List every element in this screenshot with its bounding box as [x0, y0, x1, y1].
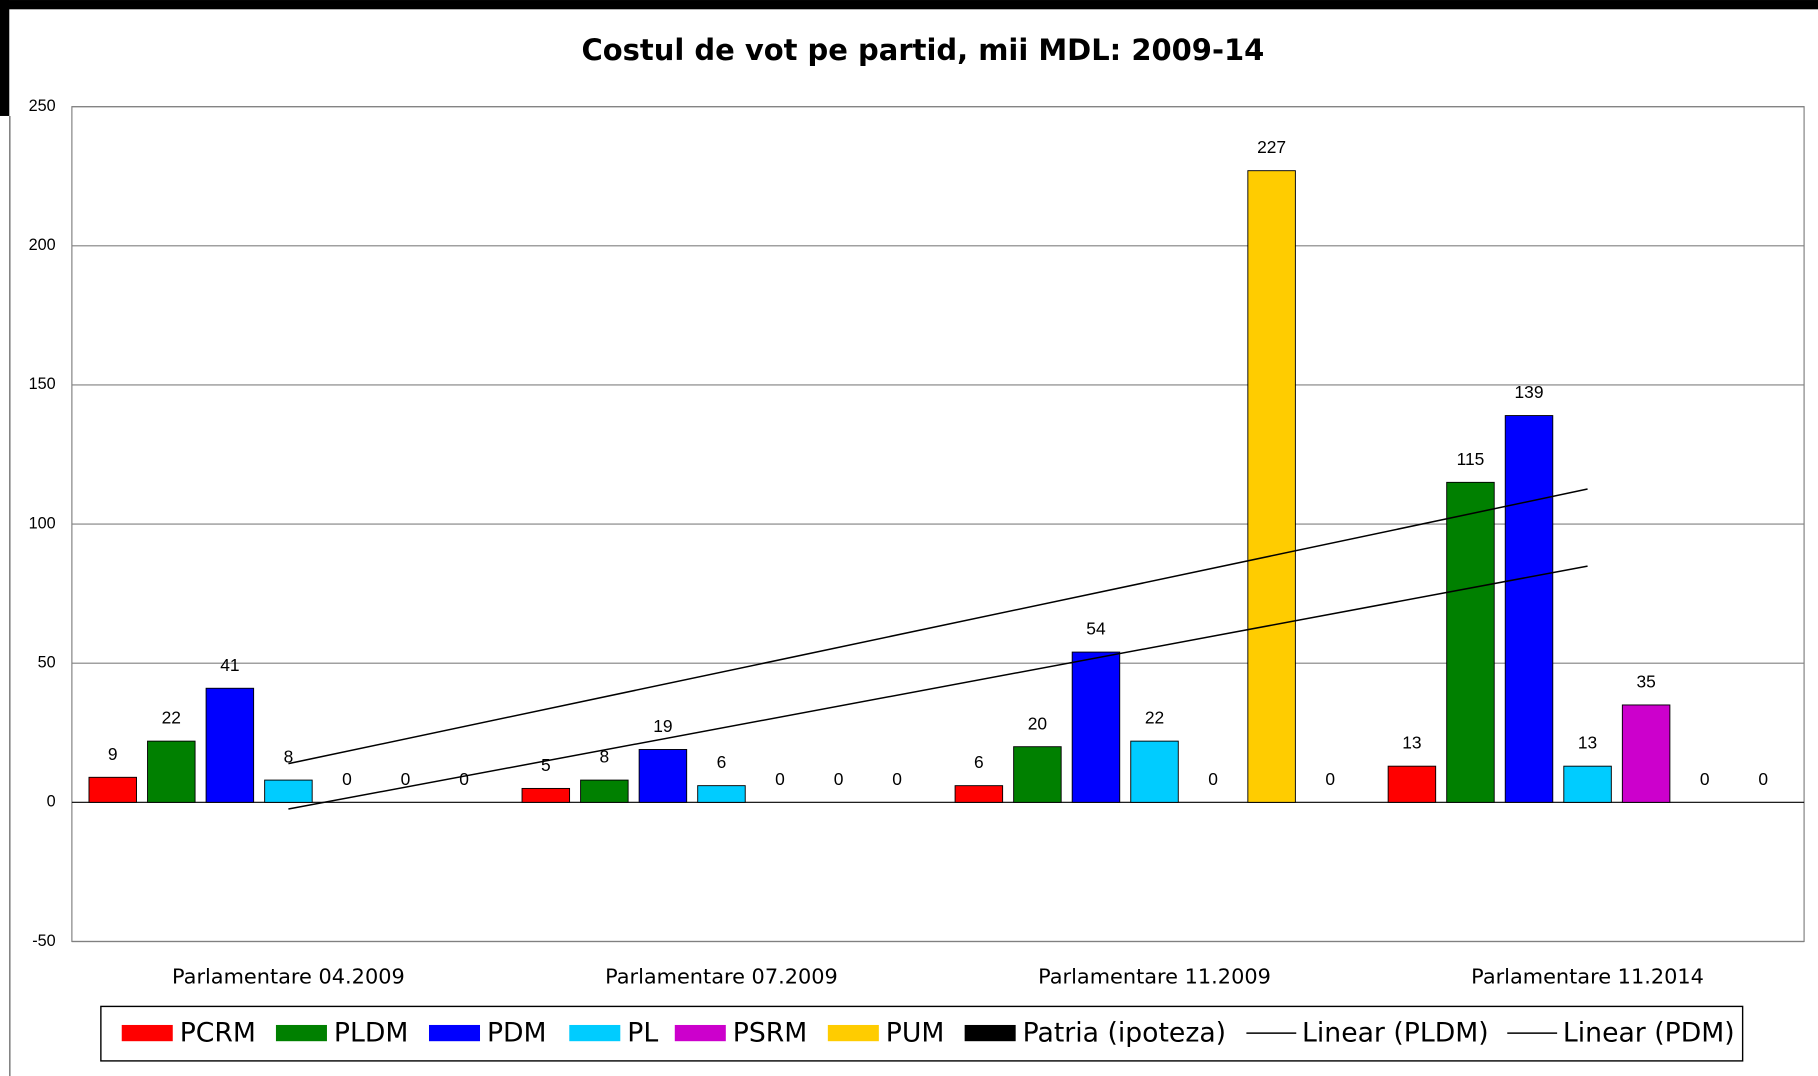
left-frame: [0, 0, 10, 116]
data-label: 6: [717, 752, 727, 772]
bar: [1563, 765, 1612, 803]
data-label: 35: [1636, 672, 1655, 692]
bar: [1071, 651, 1121, 803]
trend-line: [288, 565, 1588, 810]
data-label: 13: [1402, 733, 1421, 753]
bar: [580, 779, 629, 803]
legend-swatch: [569, 1024, 621, 1042]
bar: [1387, 765, 1437, 803]
bar: [1446, 481, 1495, 803]
legend: [100, 1005, 1744, 1062]
bar: [521, 787, 571, 803]
y-tick-label: -50: [32, 932, 55, 950]
legend-label: PUM: [886, 1018, 945, 1049]
legend-swatch: [827, 1024, 879, 1042]
x-tick-label: Parlamentare 11.2009: [1038, 964, 1271, 988]
bar: [697, 785, 746, 803]
data-label: 0: [1758, 769, 1768, 789]
legend-label: PCRM: [180, 1018, 256, 1049]
bar: [147, 740, 196, 803]
y-tick-label: 200: [29, 236, 56, 254]
data-label: 5: [541, 755, 551, 775]
legend-label: PDM: [487, 1018, 547, 1049]
y-tick-label: 100: [29, 514, 56, 532]
data-label: 0: [775, 769, 785, 789]
data-label: 22: [1145, 708, 1164, 728]
data-label: 19: [653, 716, 672, 736]
legend-swatch: [121, 1024, 173, 1042]
data-label: 54: [1086, 619, 1106, 639]
bar: [264, 779, 313, 803]
bar: [205, 687, 255, 803]
legend-label: Patria (ipoteza): [1023, 1018, 1226, 1049]
y-tick-label: 150: [29, 375, 56, 393]
bar: [1130, 740, 1179, 803]
legend-label: PL: [627, 1018, 658, 1049]
chart-title: Costul de vot pe partid, mii MDL: 2009-1…: [581, 33, 1264, 67]
data-label: 0: [1700, 769, 1710, 789]
bar: [954, 785, 1004, 803]
data-label: 6: [974, 752, 984, 772]
y-tick-label: 0: [47, 793, 56, 811]
data-label: 115: [1457, 449, 1485, 469]
data-label: 0: [1325, 769, 1335, 789]
data-label: 139: [1515, 382, 1544, 402]
x-tick-label: Parlamentare 07.2009: [605, 964, 838, 988]
data-label: 0: [401, 769, 411, 789]
legend-swatch: [674, 1024, 726, 1042]
data-label: 0: [892, 769, 902, 789]
bar: [1621, 704, 1671, 803]
x-tick-label: Parlamentare 11.2014: [1471, 964, 1704, 988]
data-label: 0: [459, 769, 469, 789]
legend-label: PLDM: [334, 1018, 408, 1049]
data-label: 22: [162, 708, 181, 728]
bar: [1013, 746, 1062, 803]
legend-swatch: [275, 1024, 327, 1042]
legend-label: Linear (PLDM): [1302, 1018, 1489, 1049]
data-label: 0: [834, 769, 844, 789]
data-label: 8: [600, 747, 610, 767]
y-tick-label: 250: [29, 97, 56, 115]
bar: [1247, 170, 1296, 803]
legend-swatch: [428, 1024, 481, 1042]
legend-label: PSRM: [733, 1018, 808, 1049]
trend-line: [288, 488, 1588, 765]
data-label: 0: [1208, 769, 1218, 789]
top-frame: [0, 0, 1818, 10]
data-label: 13: [1578, 733, 1597, 753]
legend-label: Linear (PDM): [1563, 1018, 1735, 1049]
bar: [638, 749, 688, 803]
bar: [1504, 415, 1554, 803]
y-tick-label: 50: [38, 654, 56, 672]
data-label: 9: [108, 744, 118, 764]
x-tick-label: Parlamentare 04.2009: [172, 964, 405, 988]
data-label: 0: [342, 769, 352, 789]
data-label: 8: [284, 747, 294, 767]
data-label: 41: [220, 655, 239, 675]
legend-swatch: [964, 1024, 1016, 1042]
data-label: 20: [1028, 713, 1047, 733]
bar: [88, 776, 137, 803]
data-label: 227: [1257, 137, 1286, 157]
